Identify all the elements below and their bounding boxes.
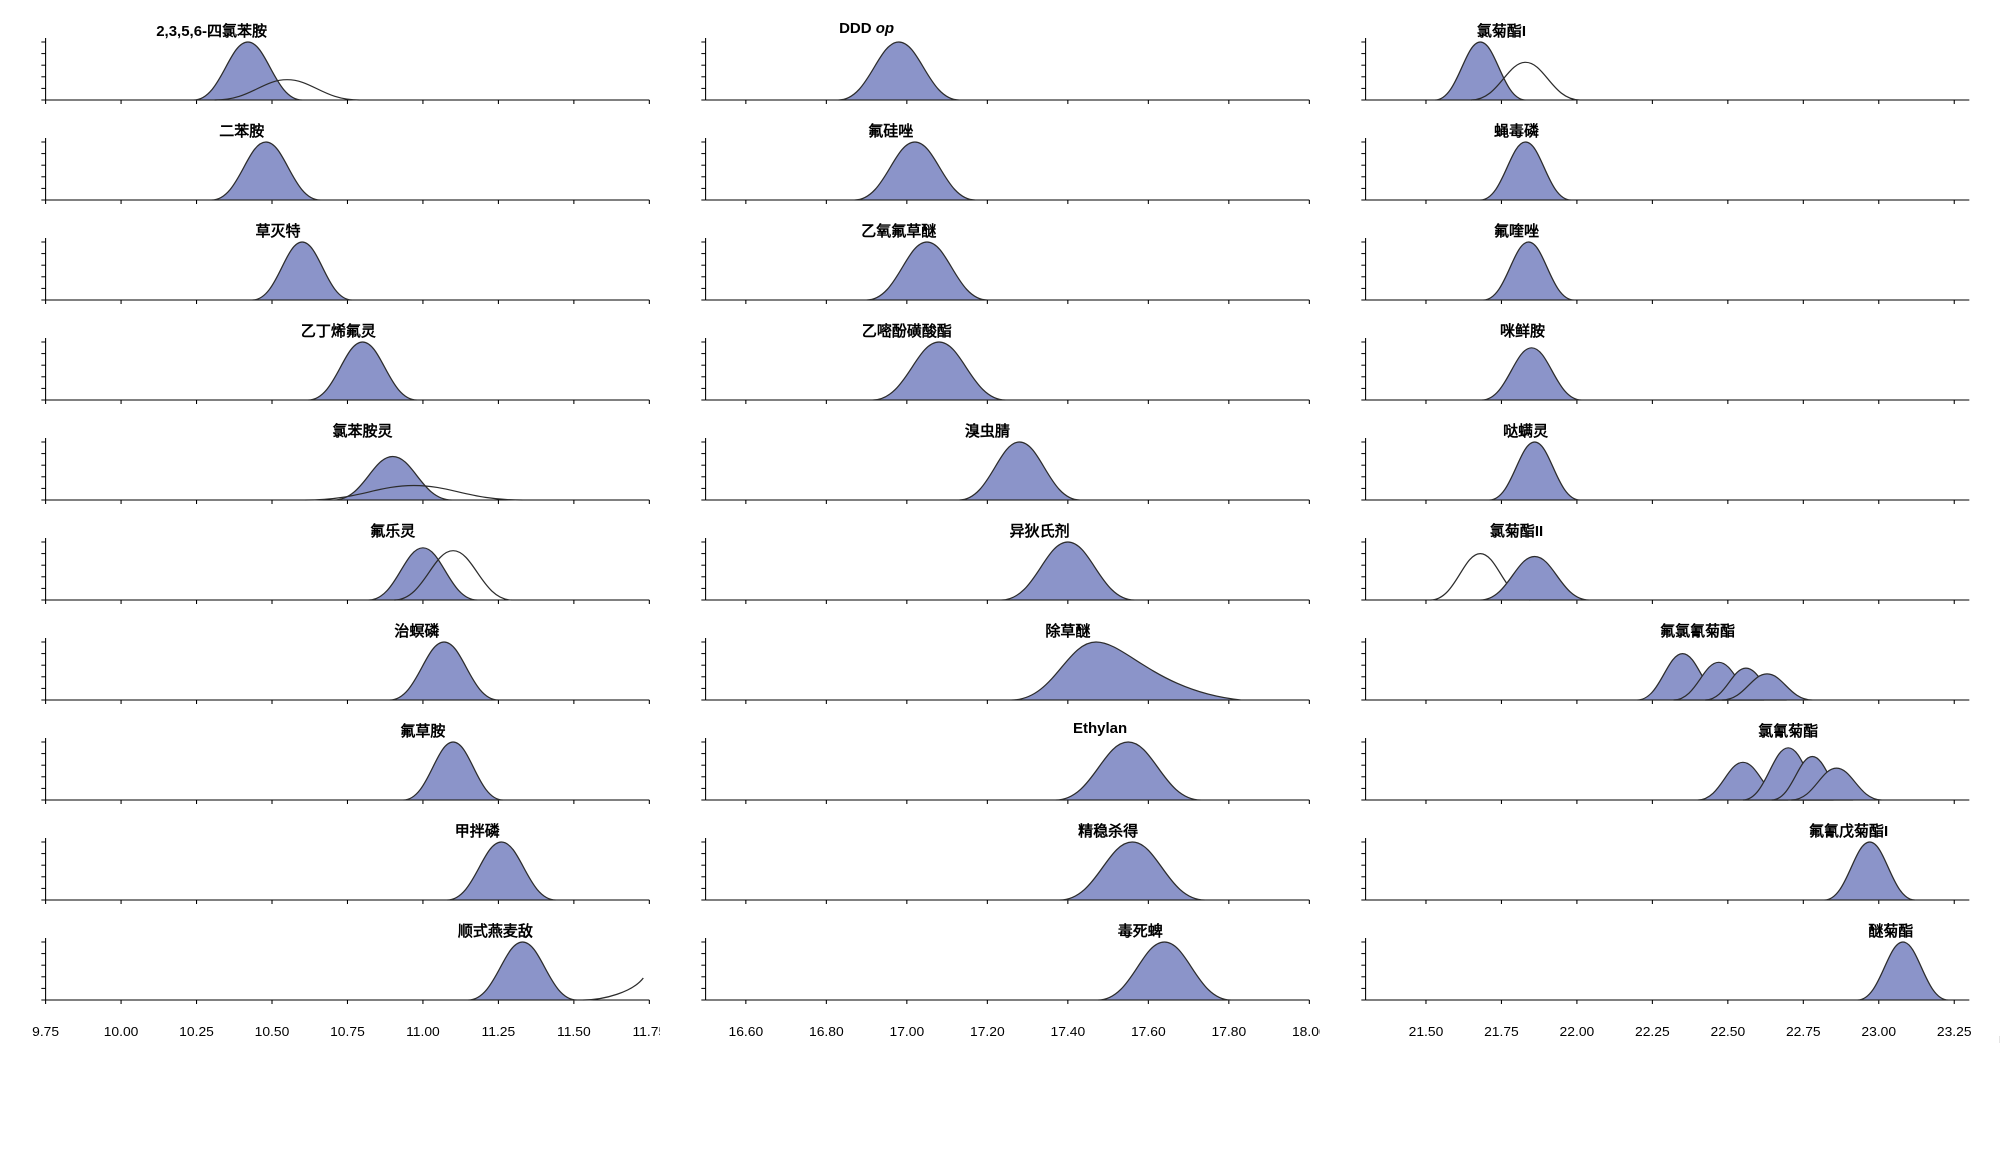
chromatogram-peak	[1056, 742, 1201, 800]
chromatogram-peak	[447, 842, 556, 900]
panel-1-7: 治螟磷	[20, 620, 660, 718]
panel-2-6: 异狄氏剂	[680, 520, 1320, 618]
panel-3-6: 氯菊酯II	[1340, 520, 1980, 618]
chromatogram-peak	[873, 342, 1006, 400]
x-tick-label: 10.00	[104, 1024, 139, 1039]
panel-1-10: 顺式燕麦敌	[20, 920, 660, 1018]
chromatogram-peak	[1480, 142, 1571, 200]
panel-2-2: 氟硅唑	[680, 120, 1320, 218]
chromatogram-peak	[867, 242, 988, 300]
x-tick-label: 16.60	[728, 1024, 763, 1039]
x-tick-label: 17.60	[1131, 1024, 1166, 1039]
chromatogram-peak	[1483, 242, 1574, 300]
panel-2-9: 精稳杀得	[680, 820, 1320, 918]
chromatogram-peak	[959, 442, 1080, 500]
panel-2-8: Ethylan	[680, 720, 1320, 818]
column-3: 氯菊酯I蝇毒磷氟喹唑咪鲜胺哒螨灵氯菊酯II氟氯氰菊酯氯氰菊酯氟氰戊菊酯I醚菊酯2…	[1340, 20, 1980, 1050]
panel-3-8: 氯氰菊酯	[1340, 720, 1980, 818]
chromatogram-peak	[308, 342, 417, 400]
column-2: DDD op氟硅唑乙氧氟草醚乙嘧酚磺酸酯溴虫腈异狄氏剂除草醚Ethylan精稳杀…	[680, 20, 1320, 1050]
panel-2-1: DDD op	[680, 20, 1320, 118]
x-tick-label: 21.50	[1409, 1024, 1444, 1039]
chromatogram-peak	[212, 142, 321, 200]
chromatogram-peak	[1435, 42, 1526, 100]
x-tick-label: 10.25	[179, 1024, 214, 1039]
x-axis: 9.75 10.00 10.25 10.50 10.75 11.00 11.25 11.50 1…	[20, 1020, 660, 1050]
chromatogram-peak	[855, 142, 976, 200]
chromatogram-peak	[1060, 842, 1205, 900]
x-axis: 16.60 16.80 17.00 17.20 17.40 17.60 17.80 18.00	[680, 1020, 1320, 1050]
column-1: 2,3,5,6-四氯苯胺二苯胺草灭特乙丁烯氟灵氯苯胺灵氟乐灵治螟磷氟草胺甲拌磷顺…	[20, 20, 660, 1050]
panel-3-9: 氟氰戊菊酯I	[1340, 820, 1980, 918]
panel-3-2: 蝇毒磷	[1340, 120, 1980, 218]
chromatogram-peak	[1489, 442, 1580, 500]
x-tick-label: 23.00	[1861, 1024, 1896, 1039]
chromatogram-peak	[403, 742, 503, 800]
panel-3-1: 氯菊酯I	[1340, 20, 1980, 118]
x-tick-label: 11.75	[632, 1024, 660, 1039]
panel-1-3: 草灭特	[20, 220, 660, 318]
chromatogram-peak	[194, 42, 303, 100]
chromatogram-peak	[1482, 348, 1582, 400]
x-tick-label: 17.40	[1050, 1024, 1085, 1039]
x-tick-label: 16.80	[809, 1024, 844, 1039]
x-tick-label: 17.80	[1211, 1024, 1246, 1039]
panel-3-7: 氟氯氰菊酯	[1340, 620, 1980, 718]
x-tick-label: 18.00	[1292, 1024, 1320, 1039]
x-tick-label: 23.25	[1937, 1024, 1972, 1039]
panel-3-5: 哒螨灵	[1340, 420, 1980, 518]
chromatogram-peak	[252, 242, 352, 300]
chromatogram-peak	[1824, 842, 1915, 900]
chromatogram-peak	[1858, 942, 1949, 1000]
x-tick-label: 21.75	[1484, 1024, 1519, 1039]
x-tick-label: 17.00	[889, 1024, 924, 1039]
panel-2-10: 毒死蜱	[680, 920, 1320, 1018]
panel-3-3: 氟喹唑	[1340, 220, 1980, 318]
panel-1-2: 二苯胺	[20, 120, 660, 218]
panel-2-7: 除草醚	[680, 620, 1320, 718]
panel-2-4: 乙嘧酚磺酸酯	[680, 320, 1320, 418]
panel-3-10: 醚菊酯	[1340, 920, 1980, 1018]
x-tick-label: 22.75	[1786, 1024, 1821, 1039]
panel-2-3: 乙氧氟草醚	[680, 220, 1320, 318]
x-tick-label: 11.50	[557, 1024, 591, 1039]
chromatogram-peak	[1098, 942, 1231, 1000]
chromatogram-figure: 2,3,5,6-四氯苯胺二苯胺草灭特乙丁烯氟灵氯苯胺灵氟乐灵治螟磷氟草胺甲拌磷顺…	[0, 0, 2000, 1070]
x-tick-label: 22.50	[1710, 1024, 1745, 1039]
panel-1-1: 2,3,5,6-四氯苯胺	[20, 20, 660, 118]
x-tick-label: 22.00	[1560, 1024, 1595, 1039]
chromatogram-peak	[390, 642, 499, 700]
x-tick-label: 10.75	[330, 1024, 365, 1039]
chromatogram-peak	[468, 942, 577, 1000]
chromatogram-peak	[1480, 557, 1589, 601]
x-tick-label: 17.20	[970, 1024, 1005, 1039]
x-axis: 21.50 21.75 22.00 22.25 22.50 22.75 23.00 23.25…	[1340, 1020, 1980, 1050]
panel-2-5: 溴虫腈	[680, 420, 1320, 518]
x-tick-label: 10.50	[255, 1024, 290, 1039]
chromatogram-peak	[838, 42, 959, 100]
chromatogram-peak	[1011, 642, 1240, 700]
panel-3-4: 咪鲜胺	[1340, 320, 1980, 418]
chromatogram-peak	[334, 457, 452, 501]
panel-1-5: 氯苯胺灵	[20, 420, 660, 518]
panel-1-8: 氟草胺	[20, 720, 660, 818]
x-tick-label: 9.75	[32, 1024, 59, 1039]
x-tick-label: 11.25	[482, 1024, 516, 1039]
panel-1-4: 乙丁烯氟灵	[20, 320, 660, 418]
panel-1-6: 氟乐灵	[20, 520, 660, 618]
chromatogram-peak	[369, 548, 478, 600]
chromatogram-peak	[1001, 542, 1134, 600]
x-tick-label: 11.00	[406, 1024, 440, 1039]
panel-1-9: 甲拌磷	[20, 820, 660, 918]
x-tick-label: 22.25	[1635, 1024, 1670, 1039]
